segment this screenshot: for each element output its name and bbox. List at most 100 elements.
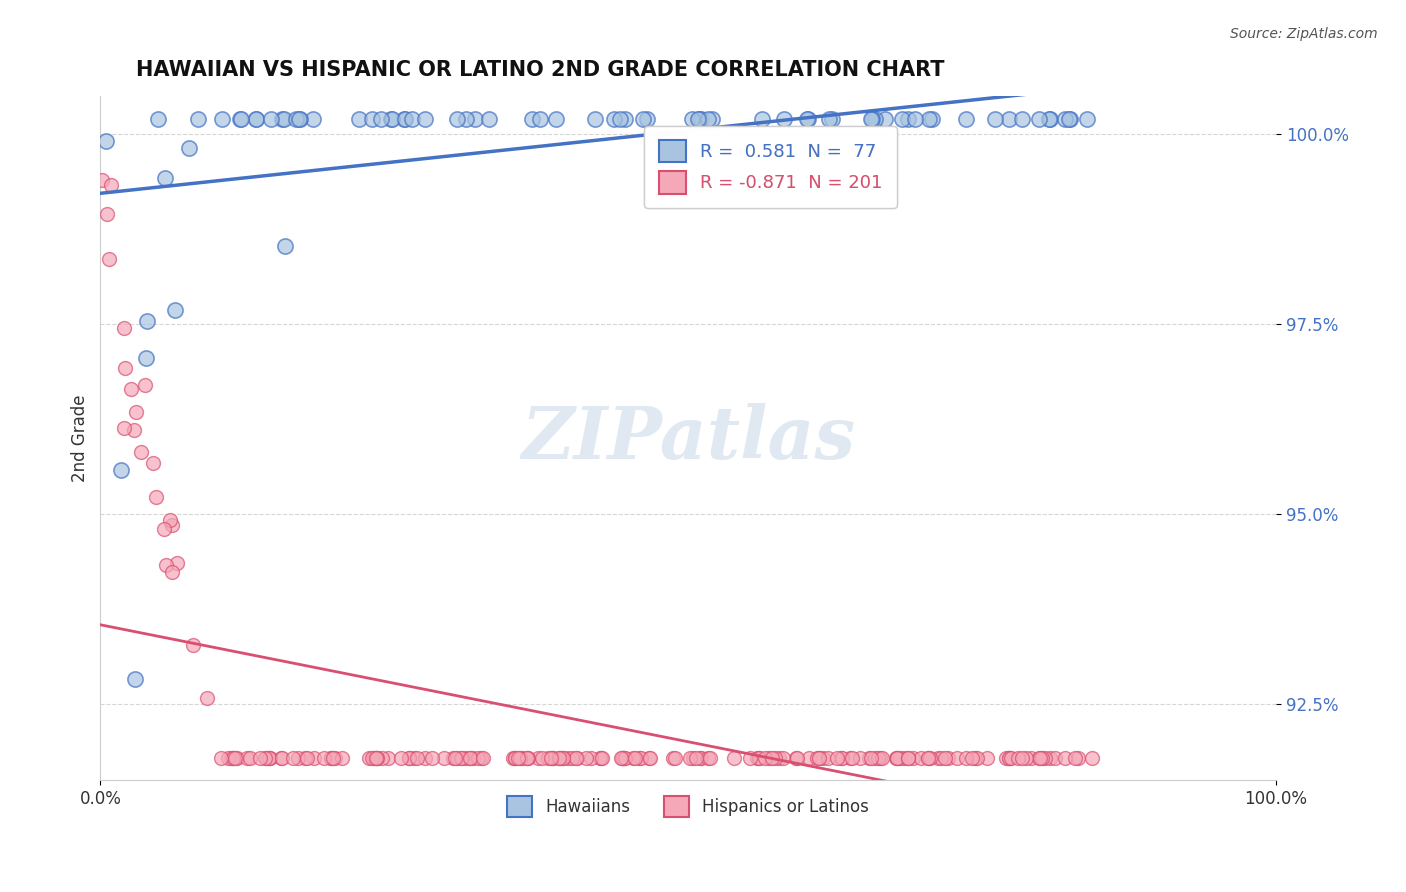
Hispanics or Latinos (547, 750, 569, 764)
Hispanics or Latinos (858, 750, 880, 764)
Hispanics or Latinos (1007, 750, 1029, 764)
Hispanics or Latinos (870, 750, 893, 764)
Hispanics or Latinos (747, 750, 769, 764)
Hispanics or Latinos (302, 750, 325, 764)
Hispanics or Latinos (1029, 750, 1052, 764)
Hispanics or Latinos (998, 750, 1021, 764)
Hispanics or Latinos (120, 382, 142, 396)
Hispanics or Latinos (966, 750, 988, 764)
Hispanics or Latinos (145, 490, 167, 504)
Hispanics or Latinos (503, 750, 526, 764)
Hispanics or Latinos (458, 750, 481, 764)
Hawaiians (401, 112, 423, 127)
Hispanics or Latinos (450, 750, 472, 764)
Hispanics or Latinos (813, 750, 835, 764)
Hispanics or Latinos (612, 750, 634, 764)
Hawaiians (1028, 112, 1050, 127)
Hawaiians (917, 112, 939, 127)
Hispanics or Latinos (323, 750, 346, 764)
Hawaiians (1059, 112, 1081, 127)
Hispanics or Latinos (222, 750, 245, 764)
Hawaiians (681, 112, 703, 127)
Hispanics or Latinos (1053, 750, 1076, 764)
Hispanics or Latinos (638, 750, 661, 764)
Hispanics or Latinos (841, 750, 863, 764)
Hispanics or Latinos (936, 750, 959, 764)
Hawaiians (860, 112, 883, 127)
Hawaiians (583, 112, 606, 127)
Hispanics or Latinos (1081, 750, 1104, 764)
Hawaiians (696, 112, 718, 127)
Hispanics or Latinos (295, 750, 318, 764)
Hispanics or Latinos (748, 750, 770, 764)
Hispanics or Latinos (97, 252, 120, 267)
Hawaiians (360, 112, 382, 127)
Hispanics or Latinos (530, 750, 553, 764)
Hawaiians (873, 112, 896, 127)
Hispanics or Latinos (112, 321, 135, 335)
Hispanics or Latinos (613, 750, 636, 764)
Hawaiians (863, 112, 886, 127)
Hispanics or Latinos (319, 750, 342, 764)
Hispanics or Latinos (114, 360, 136, 375)
Hawaiians (260, 112, 283, 127)
Hispanics or Latinos (287, 750, 309, 764)
Hispanics or Latinos (768, 750, 790, 764)
Hispanics or Latinos (360, 750, 382, 764)
Hawaiians (135, 314, 157, 328)
Hispanics or Latinos (467, 750, 489, 764)
Hispanics or Latinos (965, 750, 987, 764)
Hispanics or Latinos (209, 750, 232, 764)
Hawaiians (1054, 112, 1077, 127)
Hispanics or Latinos (129, 444, 152, 458)
Hispanics or Latinos (897, 750, 920, 764)
Hispanics or Latinos (863, 750, 886, 764)
Hawaiians (211, 112, 233, 127)
Hispanics or Latinos (443, 750, 465, 764)
Hispanics or Latinos (561, 750, 583, 764)
Hawaiians (285, 112, 308, 127)
Hispanics or Latinos (281, 750, 304, 764)
Hawaiians (1011, 112, 1033, 127)
Hispanics or Latinos (363, 750, 385, 764)
Hispanics or Latinos (763, 750, 786, 764)
Hispanics or Latinos (1011, 750, 1033, 764)
Hawaiians (1059, 112, 1081, 127)
Hispanics or Latinos (471, 750, 494, 764)
Hispanics or Latinos (946, 750, 969, 764)
Hawaiians (897, 112, 920, 127)
Hawaiians (187, 112, 209, 127)
Hawaiians (274, 239, 297, 253)
Hispanics or Latinos (785, 750, 807, 764)
Hispanics or Latinos (226, 750, 249, 764)
Hispanics or Latinos (962, 750, 984, 764)
Hawaiians (686, 112, 709, 127)
Hawaiians (983, 112, 1005, 127)
Hispanics or Latinos (567, 750, 589, 764)
Hispanics or Latinos (934, 750, 956, 764)
Hawaiians (124, 672, 146, 686)
Hispanics or Latinos (825, 750, 848, 764)
Hispanics or Latinos (96, 207, 118, 221)
Hawaiians (415, 112, 437, 127)
Hispanics or Latinos (433, 750, 456, 764)
Hispanics or Latinos (314, 750, 336, 764)
Hispanics or Latinos (1000, 750, 1022, 764)
Hispanics or Latinos (553, 750, 575, 764)
Hawaiians (464, 112, 486, 127)
Hispanics or Latinos (591, 750, 613, 764)
Hawaiians (394, 112, 416, 127)
Hispanics or Latinos (551, 750, 574, 764)
Hispanics or Latinos (889, 750, 911, 764)
Hispanics or Latinos (550, 750, 572, 764)
Hispanics or Latinos (575, 750, 598, 764)
Hawaiians (821, 112, 844, 127)
Hispanics or Latinos (537, 750, 560, 764)
Hispanics or Latinos (664, 750, 686, 764)
Hispanics or Latinos (1064, 750, 1087, 764)
Hawaiians (690, 112, 713, 127)
Hispanics or Latinos (1039, 750, 1062, 764)
Hawaiians (796, 112, 818, 127)
Hispanics or Latinos (461, 750, 484, 764)
Hispanics or Latinos (624, 750, 647, 764)
